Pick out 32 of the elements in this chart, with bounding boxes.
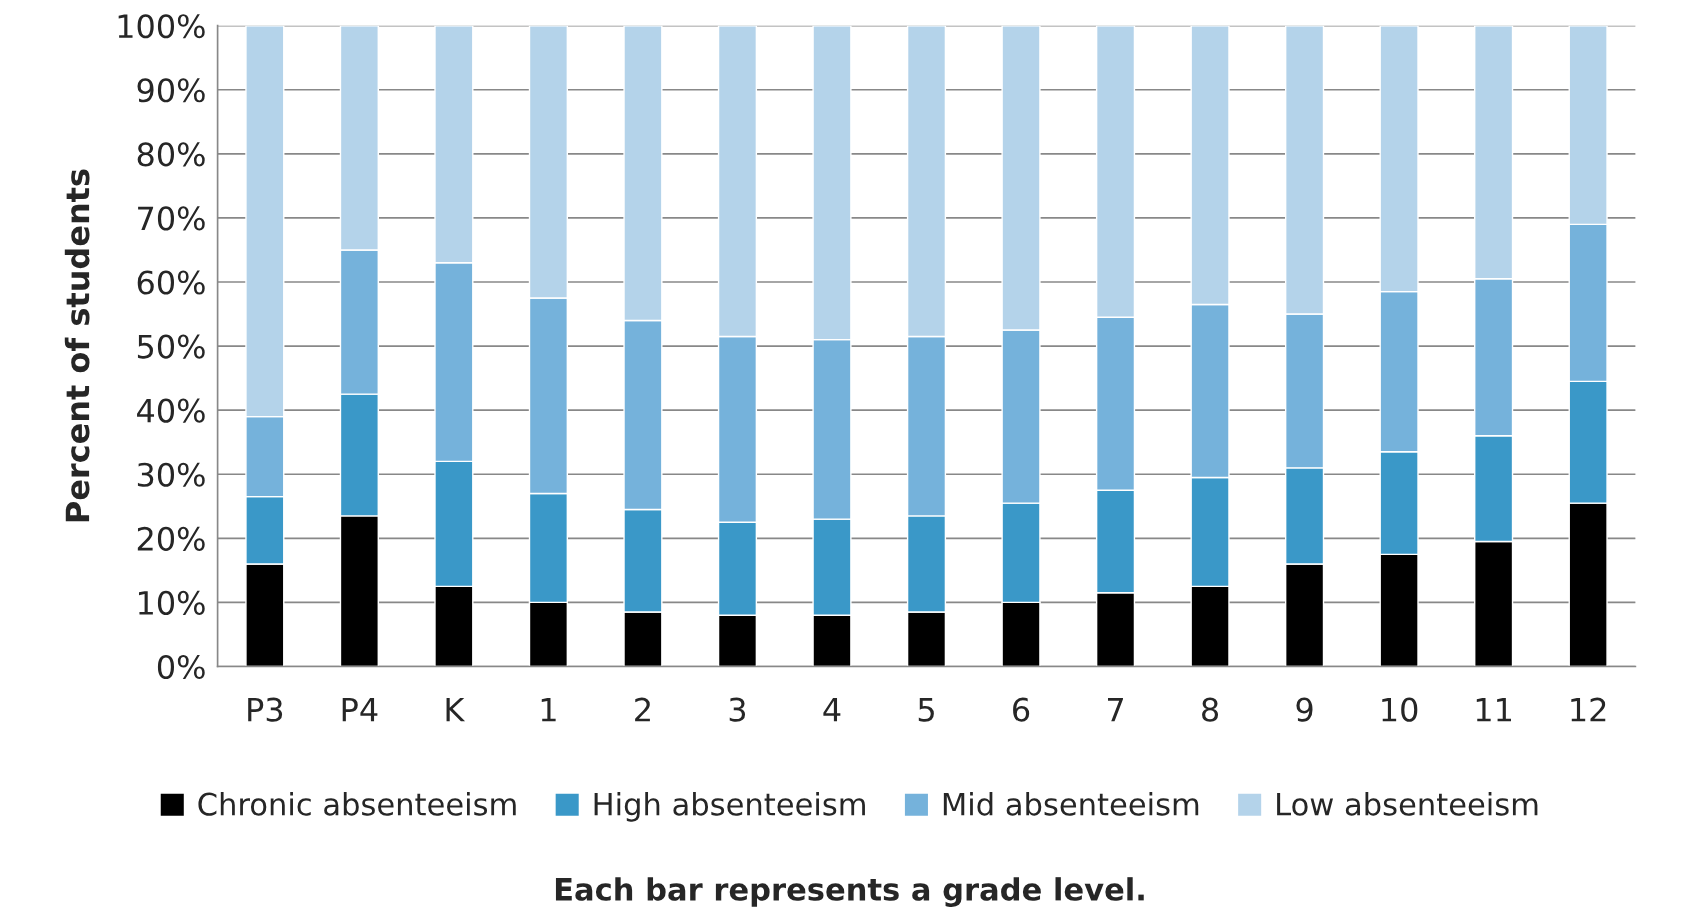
x-tick-label: P4 [342,698,378,722]
x-tick-label: 1 [541,698,556,722]
y-tick-label: 60% [137,270,205,295]
y-tick-label: 70% [138,206,205,231]
x-tick-label: 8 [1202,697,1219,722]
text: Each bar represents a grade level. [555,877,1144,907]
legend-label: High absenteeism [594,792,865,822]
y-tick-label: 0% [157,654,205,680]
y-tick-label: 10% [139,590,205,615]
x-tick-label: 10 [1382,697,1418,722]
y-axis-title: Percent of students [64,169,90,522]
y-tick-label: 100% [118,14,205,39]
legend-label: Low absenteeism [1277,792,1538,816]
x-tick-label: 12 [1571,697,1606,722]
x-tick-label: P3 [248,697,283,722]
x-tick-label: 4 [823,698,841,722]
x-tick-label: 5 [918,698,934,722]
legend-label: Mid absenteeism [943,792,1199,816]
legend-label: Chronic absenteeism [198,792,516,816]
x-tick-label: 6 [1013,697,1030,722]
x-tick-label: 2 [635,697,650,722]
x-tick-label: 7 [1108,698,1123,722]
y-tick-label: 30% [137,462,205,487]
y-tick-label: 40% [137,398,205,423]
x-tick-label: 11 [1476,698,1511,722]
y-tick-label: 50% [137,334,205,359]
y-tick-label: 80% [137,142,205,167]
y-tick-label: 20% [137,526,205,551]
x-tick-label: 3 [729,697,746,722]
x-tick-label: 9 [1296,697,1313,722]
x-tick-label: K [446,698,466,722]
y-tick-label: 90% [137,78,205,103]
